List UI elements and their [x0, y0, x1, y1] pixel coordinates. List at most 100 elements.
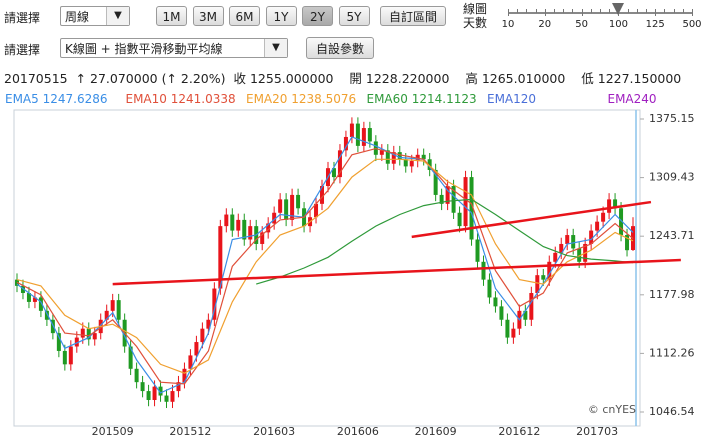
candle-body: [236, 219, 241, 231]
slider-thumb[interactable]: [612, 3, 625, 15]
chart-select[interactable]: K線圖 + 指數平滑移動平均線 ▼: [60, 38, 288, 58]
select-arrow: ▼: [264, 39, 287, 57]
candle-body: [266, 223, 271, 233]
row-label: 請選擇: [4, 43, 41, 57]
candle-body: [577, 248, 582, 262]
candle-body: [188, 355, 193, 369]
candle-body: [134, 368, 139, 383]
legend-item: EMA10 1241.0338: [126, 92, 243, 106]
slider-tick: [609, 9, 611, 13]
candle-body: [337, 150, 342, 178]
trend-line: [411, 200, 652, 239]
range-button[interactable]: 1M: [156, 6, 187, 26]
candle-body: [86, 328, 91, 340]
slider-label-line: 天數: [463, 16, 488, 30]
slider-tick: [535, 9, 537, 13]
candle-body: [200, 328, 205, 343]
quote-line: 20170515 ↑ 27.070000 (↑ 2.20%) 收 1255.00…: [4, 68, 681, 87]
slider-tick: [544, 9, 546, 16]
slider-tick: [526, 9, 528, 13]
slider-label-line: 線圖: [463, 2, 488, 16]
candle-body: [152, 386, 157, 400]
custom-range-button[interactable]: 自訂區間: [380, 6, 446, 26]
range-button[interactable]: 5Y: [338, 6, 370, 26]
y-tick-label: 1177.98: [649, 288, 695, 301]
candle-body: [463, 177, 468, 227]
legend-value: 1241.0338: [170, 92, 236, 106]
candle-body: [68, 346, 73, 365]
row-label: 請選擇: [4, 11, 41, 25]
slider-tick-label: 125: [645, 19, 665, 30]
candle-body: [409, 161, 414, 167]
slider-tick: [682, 9, 684, 13]
range-button[interactable]: 6M: [229, 6, 260, 26]
candle-body: [589, 230, 594, 244]
candle-body: [481, 261, 486, 280]
candle-body: [457, 212, 462, 227]
slider-tick: [664, 9, 666, 13]
legend-name: EMA240: [607, 92, 657, 106]
candle-body: [385, 150, 390, 164]
high-label: 高: [465, 71, 478, 86]
x-tick-label: 201612: [498, 425, 540, 437]
x-tick-label: 201509: [92, 425, 134, 437]
legend-value: 1238.5076: [291, 92, 357, 106]
candle-body: [32, 297, 37, 302]
quote-date: 20170515: [4, 71, 68, 86]
slider-label: 線圖 天數: [463, 2, 487, 30]
period-select[interactable]: 周線 ▼: [60, 6, 130, 26]
x-tick-label: 201512: [169, 425, 211, 437]
close-label: 收: [233, 71, 246, 86]
candle-body: [475, 239, 480, 262]
candle-body: [505, 319, 510, 338]
candle-body: [607, 199, 612, 213]
slider-tick: [517, 9, 519, 13]
trend-line: [112, 258, 681, 286]
slider-tick-label: 50: [575, 19, 588, 30]
candle-body: [421, 154, 426, 160]
param-button[interactable]: 自設參數: [306, 37, 374, 59]
range-button[interactable]: 2Y: [302, 6, 333, 26]
slider-tick: [673, 9, 675, 13]
slider-track: [508, 12, 692, 14]
range-button[interactable]: 3M: [192, 6, 224, 26]
candle-body: [230, 214, 235, 231]
y-tick-label: 1112.26: [649, 346, 695, 359]
candle-body: [242, 219, 247, 240]
slider-tick: [636, 9, 638, 13]
candle-body: [104, 310, 109, 320]
candle-body: [613, 199, 618, 209]
slider-tick-label: 10: [501, 19, 515, 30]
candle-body: [529, 293, 534, 320]
low-value: 1227.150000: [597, 71, 682, 86]
candle-body: [182, 368, 187, 383]
candle-body: [541, 275, 546, 280]
candle-body: [379, 150, 384, 155]
candle-body: [224, 214, 229, 227]
slider-tick: [581, 9, 583, 16]
candle-body: [355, 123, 360, 146]
legend-item: EMA20 1238.5076: [246, 92, 363, 106]
candle-body: [343, 136, 348, 151]
candle-body: [248, 226, 253, 240]
candle-body: [361, 128, 366, 146]
candle-body: [427, 159, 432, 170]
candle-body: [164, 395, 169, 402]
slider-tick: [590, 9, 592, 13]
legend-item: EMA240: [608, 92, 707, 106]
candle-body: [451, 186, 456, 213]
legend-value: 1214.1123: [411, 92, 477, 106]
candle-body: [194, 342, 199, 356]
candle-body: [433, 169, 438, 195]
range-button[interactable]: 1Y: [265, 6, 297, 26]
select-arrow: ▼: [106, 7, 129, 25]
candle-body: [547, 261, 552, 280]
legend-name: EMA5: [5, 92, 39, 106]
candle-body: [26, 293, 31, 302]
candle-body: [212, 288, 217, 320]
ema-line: [256, 198, 634, 285]
candle-body: [559, 243, 564, 253]
candle-body: [553, 252, 558, 262]
